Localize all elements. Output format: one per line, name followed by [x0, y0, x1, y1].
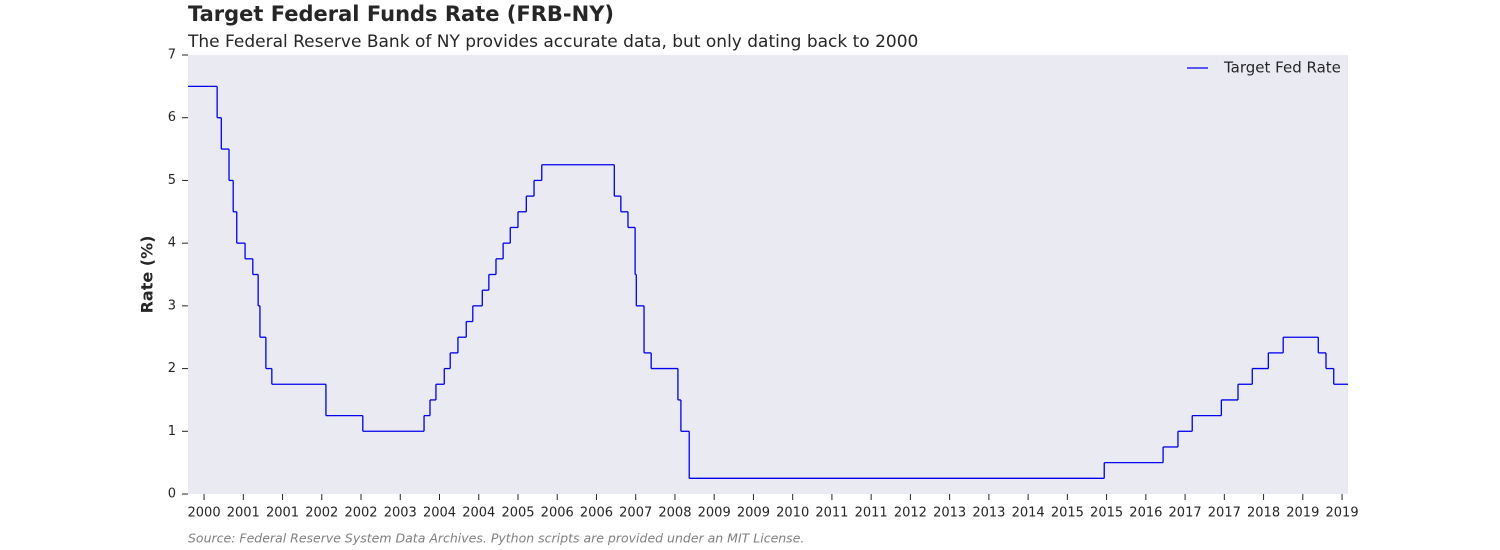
x-tick-label: 2019: [1286, 506, 1319, 521]
y-tick-label: 0: [168, 487, 176, 502]
x-tick-label: 2011: [855, 506, 888, 521]
plot-background: [188, 55, 1348, 494]
x-tick-label: 2019: [1326, 506, 1359, 521]
x-tick-label: 2006: [580, 506, 613, 521]
legend-label: Target Fed Rate: [1223, 59, 1341, 77]
x-tick-label: 2003: [384, 506, 417, 521]
y-tick-label: 4: [168, 236, 176, 251]
x-tick-label: 2008: [658, 506, 691, 521]
x-tick-label: 2007: [619, 506, 652, 521]
x-tick-label: 2002: [305, 506, 338, 521]
x-tick-label: 2004: [462, 506, 495, 521]
x-tick-label: 2009: [698, 506, 731, 521]
y-axis-label: Rate (%): [138, 236, 157, 314]
x-tick-label: 2013: [933, 506, 966, 521]
x-tick-label: 2017: [1169, 506, 1202, 521]
x-tick-label: 2018: [1247, 506, 1280, 521]
source-note: Source: Federal Reserve System Data Arch…: [188, 531, 804, 546]
y-tick-label: 7: [168, 48, 176, 63]
x-tick-label: 2011: [815, 506, 848, 521]
x-tick-label: 2005: [501, 506, 534, 521]
x-tick-label: 2013: [972, 506, 1005, 521]
x-tick-label: 2004: [423, 506, 456, 521]
x-tick-label: 2009: [737, 506, 770, 521]
x-tick-label: 2000: [188, 506, 221, 521]
x-tick-label: 2015: [1090, 506, 1123, 521]
y-tick-label: 2: [168, 361, 176, 376]
x-tick-label: 2001: [266, 506, 299, 521]
chart-subtitle: The Federal Reserve Bank of NY provides …: [187, 32, 918, 52]
x-tick-label: 2016: [1129, 506, 1162, 521]
x-tick-label: 2015: [1051, 506, 1084, 521]
y-tick-label: 3: [168, 298, 176, 313]
y-tick-label: 5: [168, 173, 176, 188]
x-tick-label: 2012: [894, 506, 927, 521]
y-tick-label: 1: [168, 424, 176, 439]
x-tick-label: 2002: [344, 506, 377, 521]
y-tick-label: 6: [168, 110, 176, 125]
chart-title: Target Federal Funds Rate (FRB-NY): [188, 2, 614, 26]
series-line: [188, 85, 1348, 479]
x-tick-label: 2014: [1012, 506, 1045, 521]
x-tick-label: 2006: [541, 506, 574, 521]
x-tick-label: 2001: [227, 506, 260, 521]
x-tick-label: 2017: [1208, 506, 1241, 521]
x-tick-label: 2010: [776, 506, 809, 521]
